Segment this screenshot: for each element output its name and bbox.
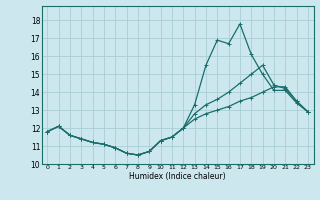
X-axis label: Humidex (Indice chaleur): Humidex (Indice chaleur): [129, 172, 226, 181]
